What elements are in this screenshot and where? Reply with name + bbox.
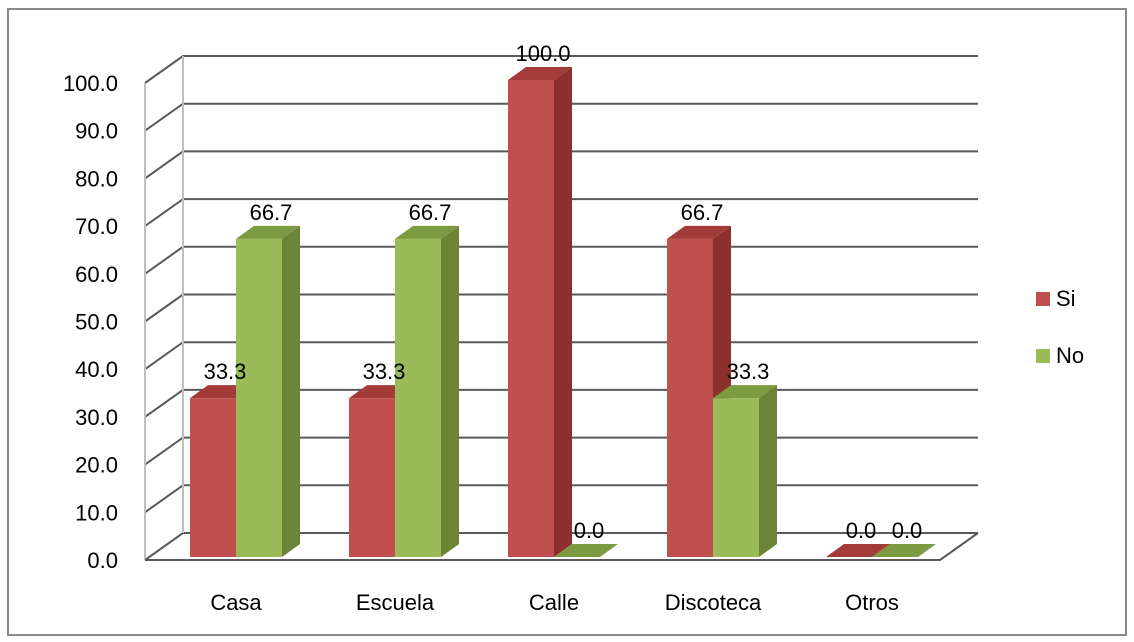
bar-top: [554, 544, 618, 557]
bar-no-otros: [872, 544, 936, 557]
x-category-label: Otros: [845, 590, 899, 615]
x-category-label: Escuela: [356, 590, 435, 615]
y-tick-label: 70.0: [75, 214, 118, 239]
data-label: 66.7: [681, 200, 724, 225]
bar-side: [554, 67, 572, 557]
bar-top: [508, 67, 572, 80]
bar-side: [759, 385, 777, 557]
y-tick-label: 20.0: [75, 453, 118, 478]
x-category-label: Calle: [529, 590, 579, 615]
bar-top: [667, 225, 731, 239]
data-label: 0.0: [846, 518, 877, 543]
x-axis-category-labels: Casa Escuela Calle Discoteca Otros: [210, 590, 899, 615]
data-label: 33.3: [204, 359, 247, 384]
bar-no-calle: [554, 544, 618, 557]
bar-front: [395, 238, 441, 557]
bar-si-calle: [508, 67, 572, 557]
data-label: 33.3: [363, 359, 406, 384]
data-label: 100.0: [515, 41, 570, 66]
data-labels: 33.3 66.7 33.3 66.7 100.0 0.0 66.7 33.3 0.0 0.0: [204, 41, 923, 543]
bar-side: [441, 225, 459, 557]
bar-front: [667, 238, 713, 557]
data-label: 33.3: [727, 359, 770, 384]
legend-swatch: [1036, 349, 1050, 363]
y-tick-label: 0.0: [87, 548, 118, 573]
bar-top: [713, 385, 777, 399]
floor-edge: [145, 532, 979, 561]
legend-label: No: [1056, 343, 1084, 368]
x-category-label: Casa: [210, 590, 262, 615]
y-tick-label: 80.0: [75, 166, 118, 191]
bar-top: [872, 544, 936, 557]
y-tick-label: 60.0: [75, 262, 118, 287]
bar-no-casa: [236, 225, 300, 557]
y-tick-label: 90.0: [75, 119, 118, 144]
y-tick-label: 50.0: [75, 310, 118, 335]
y-tick-label: 30.0: [75, 405, 118, 430]
bar-si-otros: [826, 544, 890, 557]
bar-top: [395, 225, 459, 239]
bar-front: [236, 238, 282, 557]
bar-top: [236, 225, 300, 239]
legend-label: Si: [1056, 286, 1076, 311]
bar-front: [508, 80, 554, 557]
bar-front: [713, 398, 759, 557]
data-label: 0.0: [574, 518, 605, 543]
bar-top: [826, 544, 890, 557]
bar-no-escuela: [395, 225, 459, 557]
data-label: 66.7: [250, 200, 293, 225]
bar-front: [190, 398, 236, 557]
x-category-label: Discoteca: [665, 590, 762, 615]
data-label: 0.0: [892, 518, 923, 543]
bar-front: [349, 398, 395, 557]
bars: [190, 67, 936, 557]
y-tick-label: 100.0: [63, 71, 118, 96]
y-axis-tick-labels: 0.0 10.0 20.0 30.0 40.0 50.0 60.0 70.0 80.0 90.0 1…: [63, 71, 118, 573]
y-tick-label: 40.0: [75, 357, 118, 382]
bar-no-discoteca: [713, 385, 777, 557]
data-label: 66.7: [409, 200, 452, 225]
legend: Si No: [1036, 286, 1084, 368]
bar-side: [282, 225, 300, 557]
y-tick-label: 10.0: [75, 500, 118, 525]
legend-swatch: [1036, 292, 1050, 306]
